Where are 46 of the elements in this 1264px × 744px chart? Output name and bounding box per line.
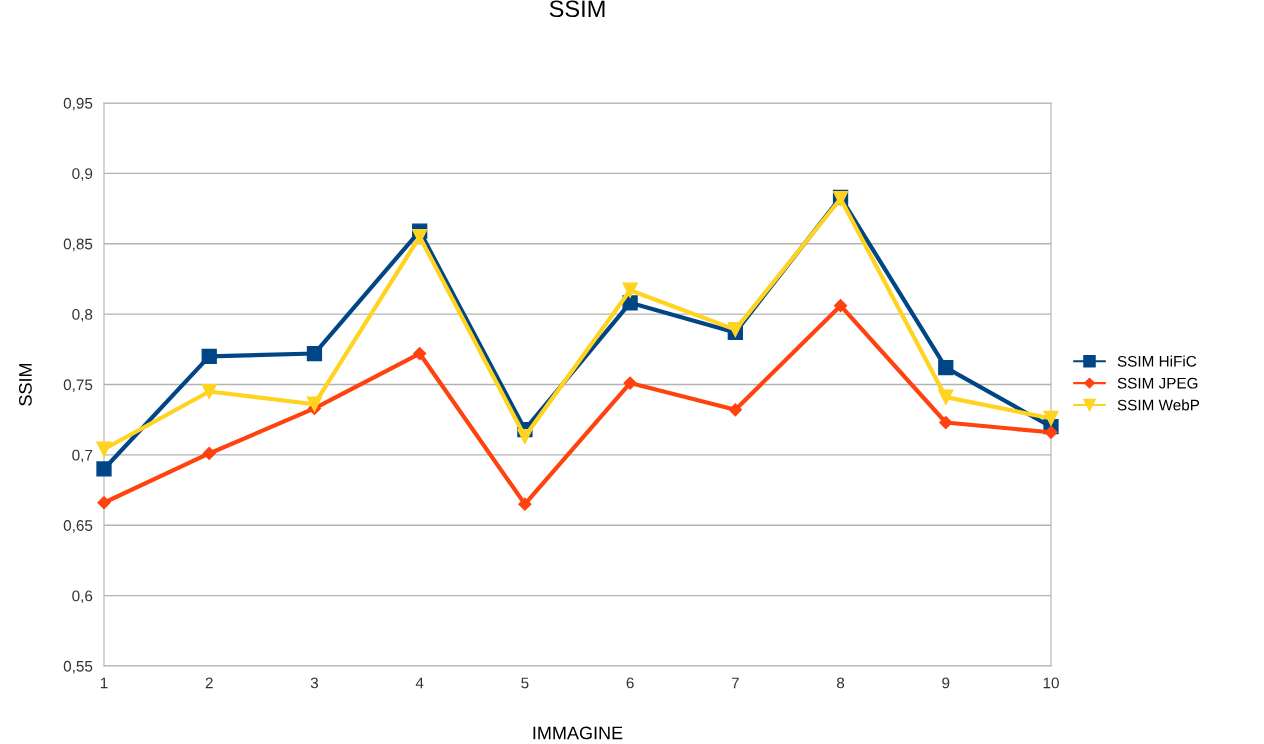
point <box>96 461 112 477</box>
x-tick-label: 5 <box>521 677 529 689</box>
y-tick-label: 0,85 <box>63 238 93 252</box>
legend-label: SSIM HiFiC <box>1117 355 1197 367</box>
x-tick-label: 1 <box>100 677 108 689</box>
x-tick-label: 7 <box>731 677 739 689</box>
point <box>1043 410 1059 426</box>
point <box>202 446 216 461</box>
point <box>306 396 323 412</box>
chart-title: SSIM <box>549 0 605 18</box>
x-tick-label: 10 <box>1043 677 1059 689</box>
y-tick-label: 0,6 <box>72 590 93 604</box>
x-tick-label: 8 <box>836 677 845 689</box>
legend-label: SSIM WebP <box>1117 399 1200 411</box>
y-tick-label: 0,75 <box>63 379 93 392</box>
point <box>1044 425 1058 439</box>
point <box>97 496 111 510</box>
point <box>728 403 742 417</box>
point <box>939 415 953 430</box>
legend-label: SSIM JPEG <box>1117 377 1198 389</box>
y-tick-label: 0,8 <box>72 308 93 322</box>
point <box>412 229 428 245</box>
y-axis-title: SSIM <box>19 363 32 406</box>
y-tick-label: 0,55 <box>63 660 93 674</box>
y-tick-label: 0,65 <box>63 520 93 533</box>
x-tick-label: 6 <box>626 677 634 689</box>
point <box>413 346 427 361</box>
point <box>306 345 323 362</box>
point <box>622 282 638 298</box>
y-tick-label: 0,7 <box>72 449 93 463</box>
x-tick-label: 2 <box>205 677 213 689</box>
x-tick-label: 3 <box>310 677 319 689</box>
point <box>517 428 533 445</box>
point <box>518 497 532 511</box>
point <box>623 376 637 390</box>
x-tick-label: 4 <box>415 677 424 689</box>
x-axis-title: IMMAGINE <box>533 726 623 740</box>
y-tick-label: 0,95 <box>63 97 93 111</box>
y-tick-label: 0,9 <box>72 168 93 181</box>
point <box>201 348 217 364</box>
x-tick-label: 9 <box>942 677 950 689</box>
point <box>96 441 112 457</box>
point <box>201 383 217 400</box>
point <box>938 359 954 376</box>
point <box>938 389 954 405</box>
point <box>833 299 848 313</box>
